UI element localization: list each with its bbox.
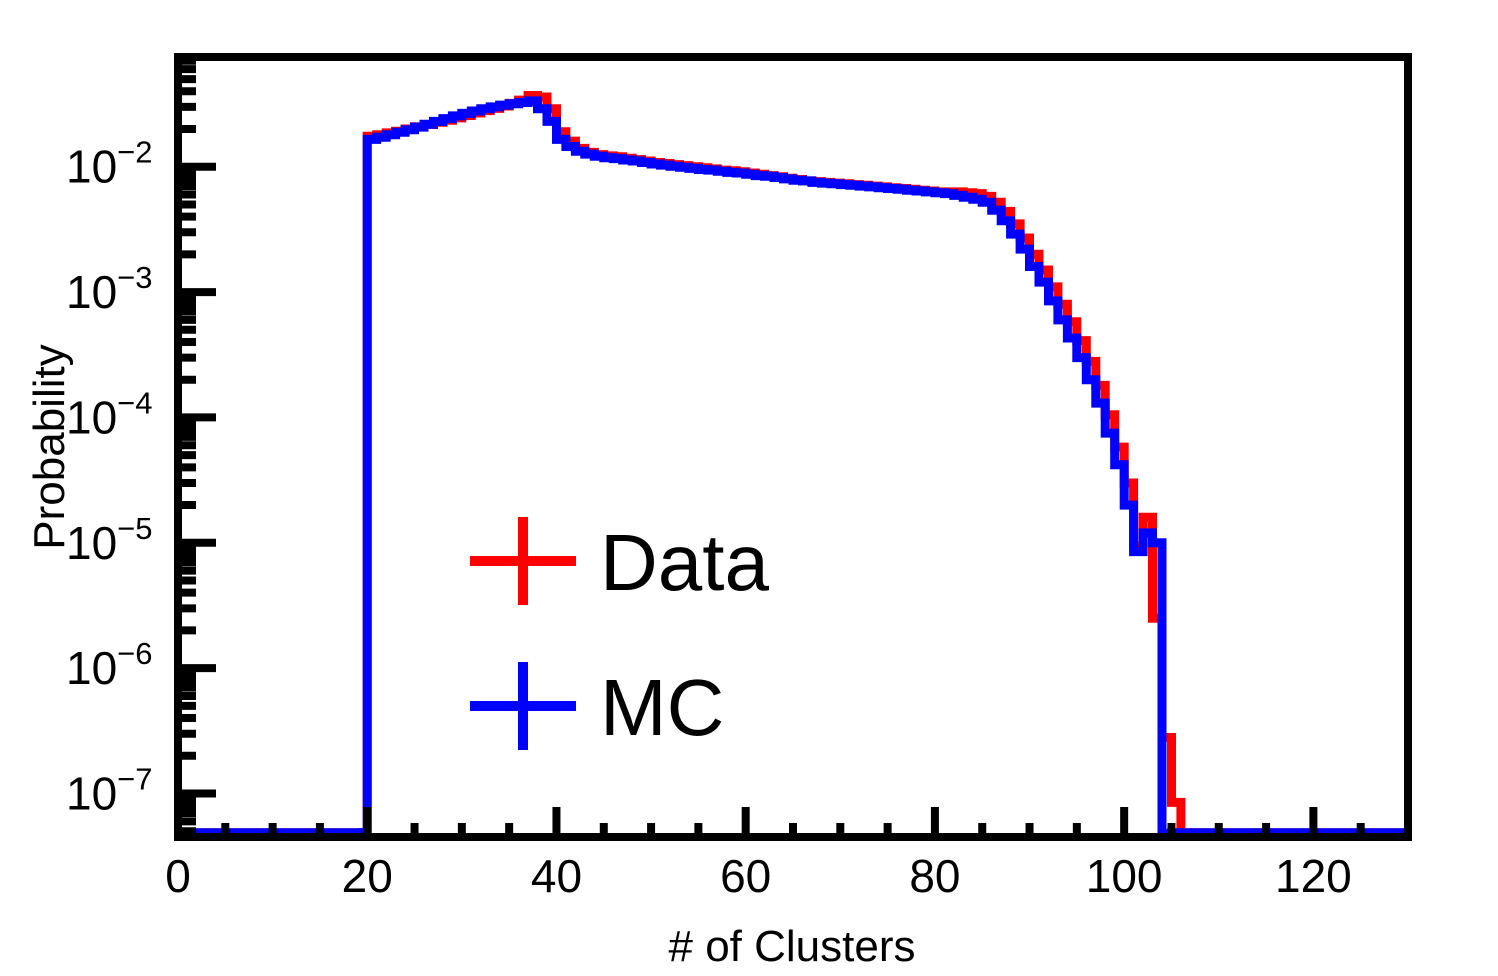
plot-area [174, 53, 1412, 841]
legend: Data MC [470, 517, 769, 752]
y-tick-label: 10−7 [66, 762, 153, 820]
x-tick-label: 80 [909, 850, 960, 902]
x-tick-label: 20 [342, 850, 393, 902]
y-tick-label: 10−2 [66, 135, 153, 193]
legend-label-data: Data [600, 518, 769, 607]
x-tick-label: 40 [531, 850, 582, 902]
x-tick-label: 60 [720, 850, 771, 902]
plot-frame [174, 53, 1412, 841]
y-tick-labels: 10−2 10−3 10−4 10−5 10−6 10−7 [66, 135, 153, 820]
x-tick-labels: 0 20 40 60 80 100 120 [165, 850, 1352, 902]
y-axis-title: Probability [25, 344, 74, 549]
y-tick-label: 10−5 [66, 511, 153, 569]
x-tick-label: 100 [1086, 850, 1163, 902]
y-tick-label: 10−3 [66, 260, 153, 318]
x-axis-title: # of Clusters [669, 922, 916, 971]
series-line-mc [357, 96, 1408, 837]
series-layer [178, 91, 1408, 837]
legend-label-mc: MC [600, 663, 724, 752]
x-tick-label: 120 [1275, 850, 1352, 902]
x-tick-label: 0 [165, 850, 191, 902]
y-tick-label: 10−4 [66, 385, 153, 443]
y-tick-label: 10−6 [66, 636, 153, 694]
